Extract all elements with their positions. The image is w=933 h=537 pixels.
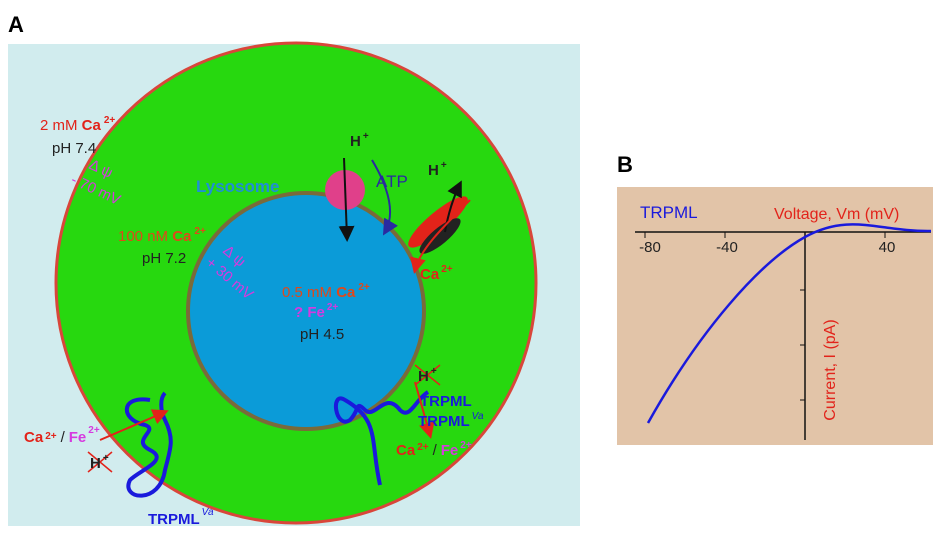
tick-label: -80	[639, 239, 661, 256]
figure: A 2 mM Ca2+ pH 7.4 Δ ψ - 70 mV 100 nM Ca…	[0, 0, 933, 537]
ph: pH 7.4	[52, 140, 96, 157]
y-axis-title: Current, I (pA)	[822, 319, 839, 420]
trace-label: TRPML	[640, 203, 698, 222]
ph: pH 4.5	[300, 326, 344, 343]
x-axis-title: Voltage, Vm (mV)	[774, 206, 899, 223]
atp: ATP	[376, 172, 408, 191]
ph: pH 7.2	[142, 250, 186, 267]
channel-name: TRPML	[420, 393, 472, 410]
panel-b-background	[617, 187, 933, 445]
organelle-name: Lysosome	[196, 177, 279, 196]
tick-label: 40	[879, 239, 896, 256]
panel-label: B	[617, 152, 633, 177]
tick-label: -40	[716, 239, 738, 256]
panel-label: A	[8, 12, 24, 37]
